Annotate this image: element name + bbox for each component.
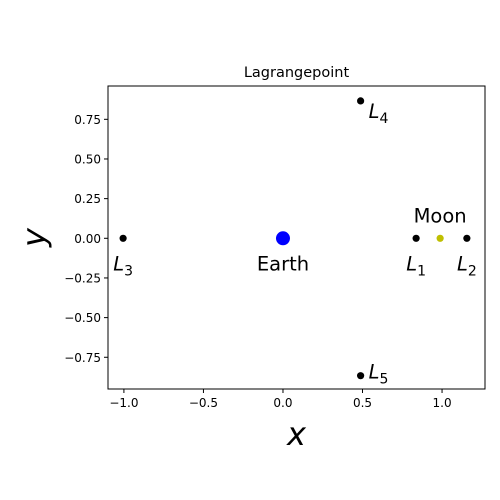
- l1-label-subscript: 1: [417, 263, 426, 279]
- x-tick-label: 0.5: [353, 396, 372, 410]
- y-tick-label: 0.00: [74, 232, 101, 246]
- l4-label-subscript: 4: [379, 111, 388, 127]
- l5-label: L5: [369, 361, 389, 388]
- l3-label-main: L: [113, 252, 124, 275]
- l2-label-subscript: 2: [468, 263, 477, 279]
- points-layer: [119, 97, 471, 380]
- x-tick-label: −0.5: [189, 396, 218, 410]
- l1-label: L1: [406, 252, 426, 279]
- l2-label-main: L: [457, 252, 468, 275]
- y-axis-title: y: [15, 227, 53, 248]
- y-tick-label: 0.75: [74, 113, 101, 127]
- earth-point: [275, 231, 290, 246]
- x-tick-label: 0.0: [273, 396, 292, 410]
- chart-title: Lagrangepoint: [244, 65, 350, 81]
- y-tick-label: 0.25: [74, 192, 101, 206]
- earth-label-main: Earth: [257, 252, 309, 275]
- plot-frame: [107, 85, 486, 390]
- l3-label-subscript: 3: [124, 263, 133, 279]
- earth-label: Earth: [257, 252, 309, 275]
- y-tick-label: −0.25: [64, 271, 101, 285]
- l5-label-subscript: 5: [379, 372, 388, 388]
- l5-point: [357, 372, 365, 380]
- l3-point: [119, 234, 127, 242]
- x-axis-title: x: [286, 415, 307, 453]
- moon-label: Moon: [414, 204, 467, 227]
- l3-label: L3: [113, 252, 133, 279]
- l4-point: [357, 97, 365, 105]
- l5-label-main: L: [369, 361, 380, 384]
- l2-label: L2: [457, 252, 477, 279]
- x-tick-label: 1.0: [433, 396, 452, 410]
- ticks-layer: −1.0 −0.5 0.0 0.5 1.0 −0.75 −0.50 −0.25 0.00 0.25…: [64, 113, 451, 410]
- y-tick-label: −0.75: [64, 351, 101, 365]
- y-tick-label: 0.50: [74, 152, 101, 166]
- l1-label-main: L: [406, 252, 417, 275]
- l1-point: [412, 234, 420, 242]
- moon-point: [436, 234, 444, 242]
- y-tick-label: −0.50: [64, 311, 101, 325]
- x-tick-label: −1.0: [109, 396, 138, 410]
- l2-point: [463, 234, 471, 242]
- l4-label-main: L: [369, 100, 380, 123]
- moon-label-main: Moon: [414, 204, 467, 227]
- l4-label: L4: [369, 100, 389, 127]
